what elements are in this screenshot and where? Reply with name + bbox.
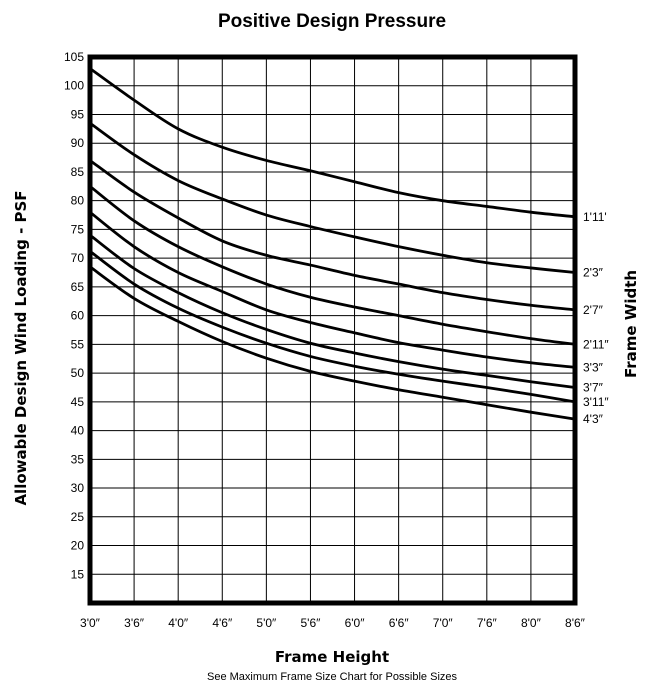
chart-title: Positive Design Pressure <box>218 11 446 32</box>
series-label: 2'11″ <box>583 337 609 351</box>
series-line <box>88 159 577 312</box>
y-tick-label: 55 <box>71 337 85 351</box>
right-axis-title: Frame Width <box>622 270 640 378</box>
series-line <box>88 210 577 369</box>
x-tick-label: 5'6″ <box>301 616 322 630</box>
y-tick-label: 35 <box>71 452 85 466</box>
y-tick-label: 25 <box>71 510 85 524</box>
x-tick-label: 6'6″ <box>389 616 410 630</box>
x-tick-label: 4'6″ <box>212 616 233 630</box>
x-tick-label: 8'6″ <box>565 616 586 630</box>
x-tick-label: 7'0″ <box>433 616 454 630</box>
y-axis-title: Allowable Design Wind Loading - PSF <box>12 190 30 505</box>
series-lines <box>88 67 577 421</box>
series-line <box>88 265 577 421</box>
series-labels: 1'11' 2'3″ 2'7″ 2'11″ 3'3″ 3'7″3'11″ 4'3″ <box>583 210 609 426</box>
y-tick-label: 70 <box>71 251 85 265</box>
chart-note: See Maximum Frame Size Chart for Possibl… <box>207 671 458 683</box>
series-label: 1'11' <box>583 210 607 224</box>
plot-frame <box>87 54 578 606</box>
x-tick-label: 8'0″ <box>521 616 542 630</box>
x-tick-label: 5'0″ <box>256 616 277 630</box>
y-tick-label: 90 <box>71 136 85 150</box>
series-label: 3'7″ <box>583 380 604 394</box>
series-line <box>88 184 577 346</box>
x-tick-label: 6'0″ <box>345 616 366 630</box>
series-label: 3'3″ <box>583 360 604 374</box>
x-tick-label: 4'0″ <box>168 616 189 630</box>
series-line <box>88 233 577 389</box>
y-tick-labels: 15 20 25 30 35 40 45 50 55 60 65 70 75 80 85 90 95 100 105 <box>64 50 84 581</box>
y-tick-label: 85 <box>71 165 85 179</box>
x-tick-label: 7'6″ <box>477 616 498 630</box>
series-line <box>88 67 577 219</box>
series-line <box>88 249 577 404</box>
y-tick-label: 100 <box>64 79 84 93</box>
series-label: 2'3″ <box>583 266 604 280</box>
y-tick-label: 15 <box>71 567 85 581</box>
y-tick-label: 30 <box>71 481 85 495</box>
x-axis-title: Frame Height <box>275 648 389 666</box>
series-label: 2'7″ <box>583 303 604 317</box>
x-tick-label: 3'6″ <box>124 616 145 630</box>
series-line <box>88 121 577 274</box>
y-tick-label: 60 <box>71 309 85 323</box>
series-label: 4'3″ <box>583 412 604 426</box>
x-tick-label: 3'0″ <box>80 616 101 630</box>
y-tick-label: 20 <box>71 539 85 553</box>
y-tick-label: 95 <box>71 107 85 121</box>
y-tick-label: 75 <box>71 222 85 236</box>
grid <box>89 56 576 603</box>
x-tick-labels: 3'0″ 3'6″ 4'0″ 4'6″ 5'0″ 5'6″ 6'0″ 6'6″ 7'0″ 7'6″… <box>80 616 586 630</box>
y-tick-label: 45 <box>71 395 85 409</box>
y-tick-label: 65 <box>71 280 85 294</box>
y-tick-label: 40 <box>71 424 85 438</box>
y-tick-label: 105 <box>64 50 84 64</box>
y-tick-label: 50 <box>71 366 85 380</box>
y-tick-label: 80 <box>71 194 85 208</box>
series-label: 3'11″ <box>583 395 609 409</box>
